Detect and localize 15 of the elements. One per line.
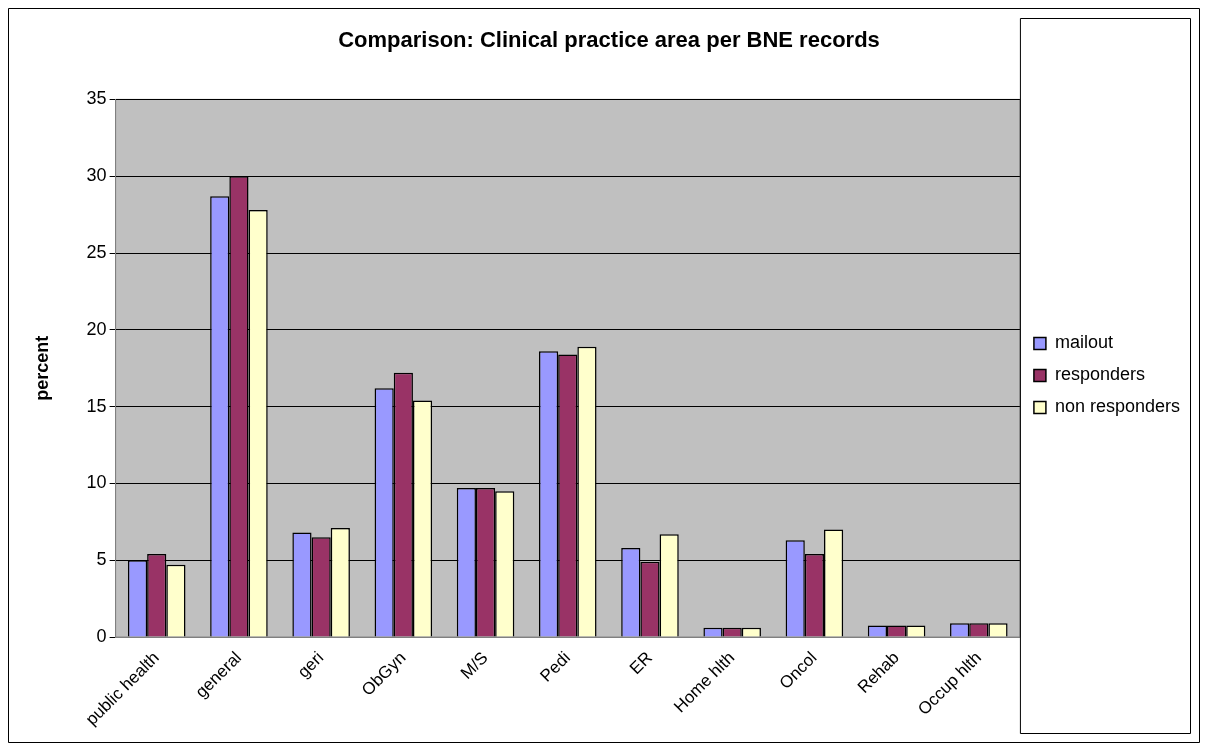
y-tick-label: 5 xyxy=(96,549,107,570)
y-tick-label: 35 xyxy=(86,88,107,109)
chart-title: Comparison: Clinical practice area per BNE records xyxy=(338,27,880,53)
x-tick-label: ER xyxy=(625,648,657,679)
legend-label: non responders xyxy=(1054,396,1181,417)
x-tick-label: M/S xyxy=(456,648,492,683)
y-tick-label: 20 xyxy=(86,318,107,339)
y-tick-label: 25 xyxy=(86,241,107,262)
y-axis-title: percent xyxy=(31,335,52,401)
y-tick-label: 10 xyxy=(86,472,107,493)
legend-label: mailout xyxy=(1054,332,1113,353)
y-tick-label: 15 xyxy=(86,395,107,416)
y-tick-label: 0 xyxy=(96,626,107,647)
legend-label: responders xyxy=(1054,364,1145,385)
y-tick-label: 30 xyxy=(86,165,107,186)
